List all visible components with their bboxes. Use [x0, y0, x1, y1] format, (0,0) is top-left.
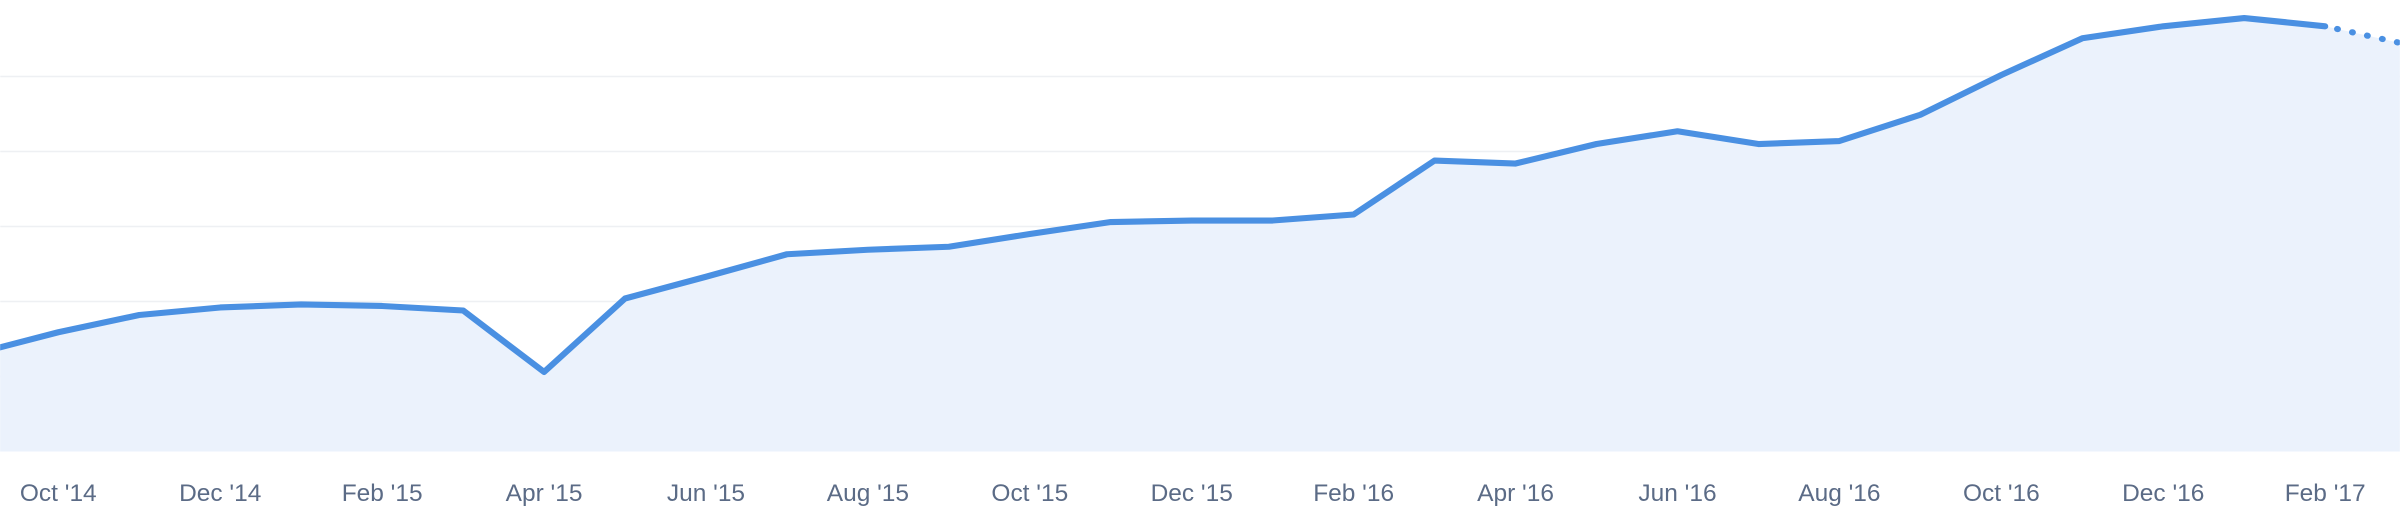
x-tick-label: Dec '14: [179, 480, 261, 507]
x-tick-label: Feb '17: [2285, 480, 2366, 507]
x-tick-label: Dec '15: [1151, 480, 1233, 507]
x-tick-label: Oct '14: [20, 480, 97, 507]
area-fill: [0, 18, 2400, 452]
x-tick-label: Feb '16: [1313, 480, 1394, 507]
x-tick-label: Aug '16: [1798, 480, 1880, 507]
x-tick-label: Aug '15: [827, 480, 909, 507]
x-tick-label: Feb '15: [342, 480, 423, 507]
x-tick-label: Dec '16: [2122, 480, 2204, 507]
x-tick-label: Oct '15: [991, 480, 1068, 507]
line: [0, 14, 2400, 376]
x-tick-label: Jun '16: [1638, 480, 1716, 507]
x-tick-label: Apr '15: [506, 480, 583, 507]
x-tick-label: Apr '16: [1477, 480, 1554, 507]
x-axis: Oct '14 Dec '14 Feb '15 Apr '15 Jun '15 Aug '…: [20, 480, 2366, 507]
plot-area: [0, 14, 2400, 452]
x-tick-label: Oct '16: [1963, 480, 2040, 507]
x-tick-label: Jun '15: [667, 480, 745, 507]
